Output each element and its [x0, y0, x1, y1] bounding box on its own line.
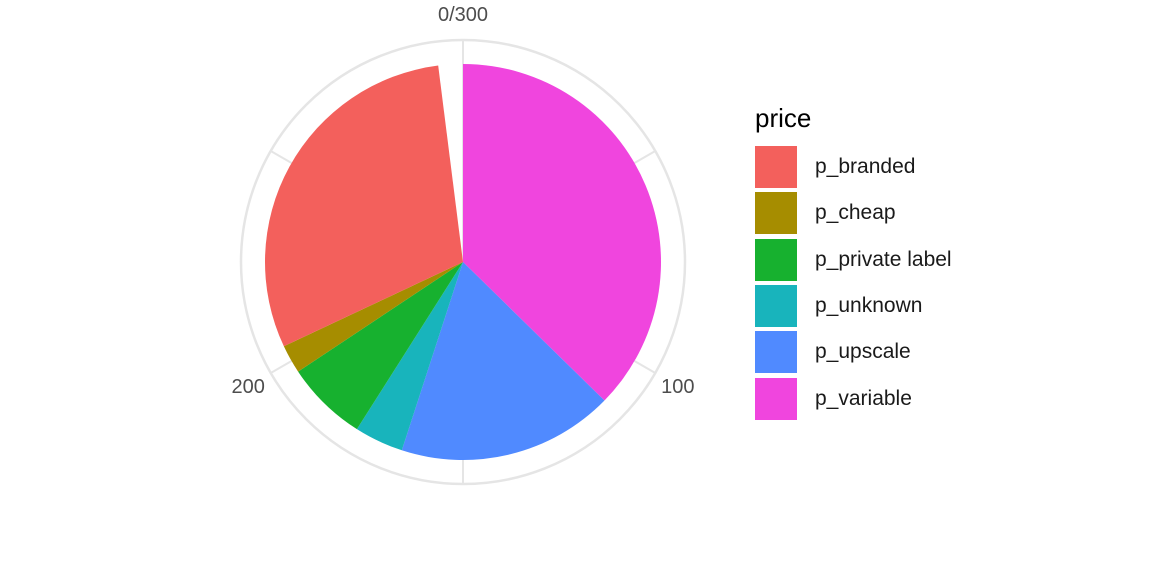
legend-title: price [755, 103, 812, 133]
slice-p-branded [265, 65, 463, 347]
legend-key [755, 331, 797, 374]
slice-p-cheap [283, 262, 463, 372]
theta-tick-label: 200 [232, 376, 265, 398]
legend-key [755, 238, 797, 281]
legend-items: p_branded p_cheap p_private label p_unknown… [755, 144, 1055, 422]
theta-tick-label: 100 [661, 376, 694, 398]
legend-key [755, 146, 797, 189]
theta-tick-label: 0/300 [438, 4, 488, 26]
legend-label: p_upscale [815, 340, 911, 364]
pie-slices [265, 64, 661, 460]
legend-label: p_private label [815, 247, 952, 271]
legend-key [755, 285, 797, 328]
legend-key [755, 377, 797, 420]
legend-key [755, 192, 797, 235]
legend-label: p_variable [815, 386, 912, 410]
legend-label: p_cheap [815, 201, 896, 225]
legend-item-p-variable: p_variable [755, 375, 1055, 421]
legend-item-p-private-label: p_private label [755, 237, 1055, 283]
theta-tick-labels: 0/300 100 200 [232, 4, 695, 398]
legend-item-p-branded: p_branded [755, 144, 1055, 190]
legend: price p_branded p_cheap p_private label p_u… [755, 100, 1055, 422]
legend-item-p-cheap: p_cheap [755, 190, 1055, 236]
slice-p-unknown [356, 262, 463, 451]
legend-label: p_branded [815, 155, 916, 179]
slice-p-upscale [401, 262, 605, 460]
legend-item-p-upscale: p_upscale [755, 329, 1055, 375]
slice-p-private-label [298, 262, 463, 430]
legend-label: p_unknown [815, 294, 923, 318]
slice-p-variable [463, 64, 661, 401]
legend-item-p-unknown: p_unknown [755, 283, 1055, 329]
